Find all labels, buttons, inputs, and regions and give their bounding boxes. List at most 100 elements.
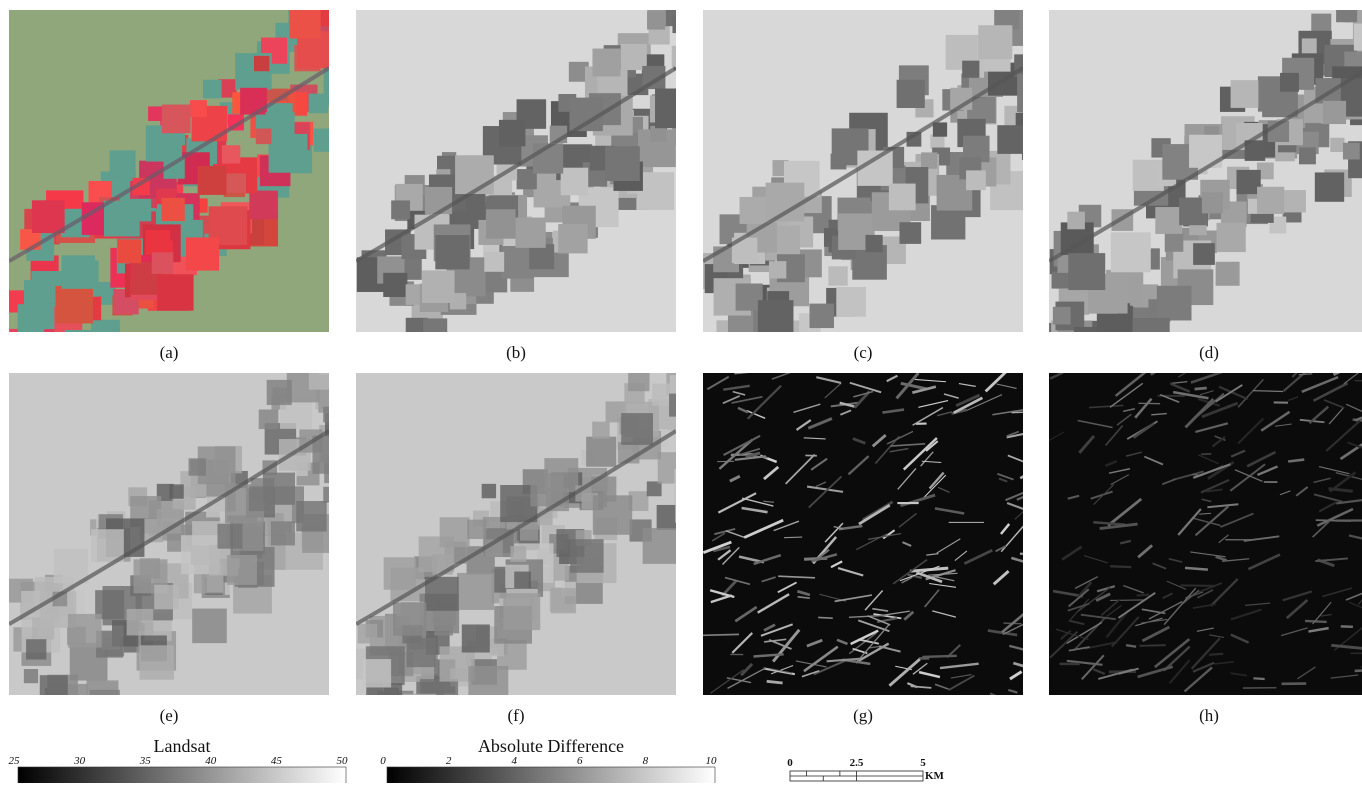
image-content [1049,356,1362,695]
field [91,320,120,349]
panel-label: (b) [506,343,526,362]
field [551,588,576,613]
field [1299,147,1316,164]
field [162,105,191,134]
field [1302,38,1317,53]
field [467,520,486,539]
field [1057,344,1090,377]
edge-stroke [1126,645,1136,646]
field [365,715,391,741]
field [669,394,692,417]
figure: (a)(b)(c)(d)(e)(f)(g)(h)Landsat253035404… [0,0,1362,783]
colorbar-tick-label: 25 [9,755,21,767]
field [674,469,704,499]
field [735,332,766,363]
field [400,718,440,758]
field [978,25,1012,59]
image-panel [703,367,1050,699]
field [24,669,38,683]
field [897,80,925,108]
field [222,145,240,163]
field [921,152,937,168]
field [515,218,545,248]
field [32,699,61,728]
field [207,575,224,592]
field [1315,172,1344,201]
field [363,659,391,687]
field [889,184,916,211]
field [65,330,96,361]
field [1323,101,1346,124]
field [55,286,93,324]
field [647,12,665,30]
field [367,339,407,379]
edge-stroke [1137,595,1150,596]
field [1052,272,1069,289]
field [309,94,329,114]
field [655,89,695,129]
field [514,572,531,589]
field [269,134,308,173]
field [962,61,979,78]
field [46,345,72,371]
field [59,703,93,737]
field [323,487,339,503]
colorbar-tick-label: 45 [271,755,283,767]
field [323,407,339,423]
field [671,354,687,370]
field [104,201,140,237]
field [186,237,219,270]
field [675,0,695,2]
field [198,166,227,195]
image-content [356,354,711,758]
field [68,614,102,648]
field [1280,73,1299,92]
field [482,484,496,498]
edge-stroke [1020,554,1040,555]
field [226,173,246,193]
field [501,246,534,279]
field [249,191,278,220]
edge-stroke [1151,356,1181,374]
field [407,638,436,667]
field [486,209,515,238]
field [672,46,693,67]
field [1157,286,1192,321]
scale-tick-label: 0 [787,757,793,769]
colorbar-title: Absolute Difference [478,736,624,756]
field [309,365,333,389]
field [1155,207,1182,234]
field [117,239,141,263]
field [1217,223,1246,252]
field [366,683,402,719]
field [422,270,455,303]
field [76,261,99,284]
edge-stroke [1195,388,1207,389]
edge-stroke [1185,568,1208,570]
edge-stroke [818,617,833,618]
colorbar-tick-label: 40 [205,755,217,767]
field [26,639,46,659]
field [1193,243,1215,265]
field [391,200,410,219]
edge-stroke [1355,670,1362,671]
field [1202,192,1223,213]
field [259,410,279,430]
field [510,546,526,562]
field [674,482,695,503]
panel-label: (d) [1199,343,1219,362]
field [40,675,68,703]
image-panel [1049,0,1362,379]
colorbar-tick-label: 0 [380,755,386,767]
field [402,694,436,728]
image-content [1049,0,1362,379]
colorbar-tick-label: 4 [511,755,517,767]
image-panel [356,354,711,758]
edge-stroke [1140,645,1166,646]
field [420,679,458,717]
page: {"panels": [{"label": "(a)"}, {"label": … [0,0,1362,783]
colorbar-tick-label: 50 [337,755,349,767]
field [1053,307,1071,325]
field [358,624,378,644]
field [61,710,88,737]
